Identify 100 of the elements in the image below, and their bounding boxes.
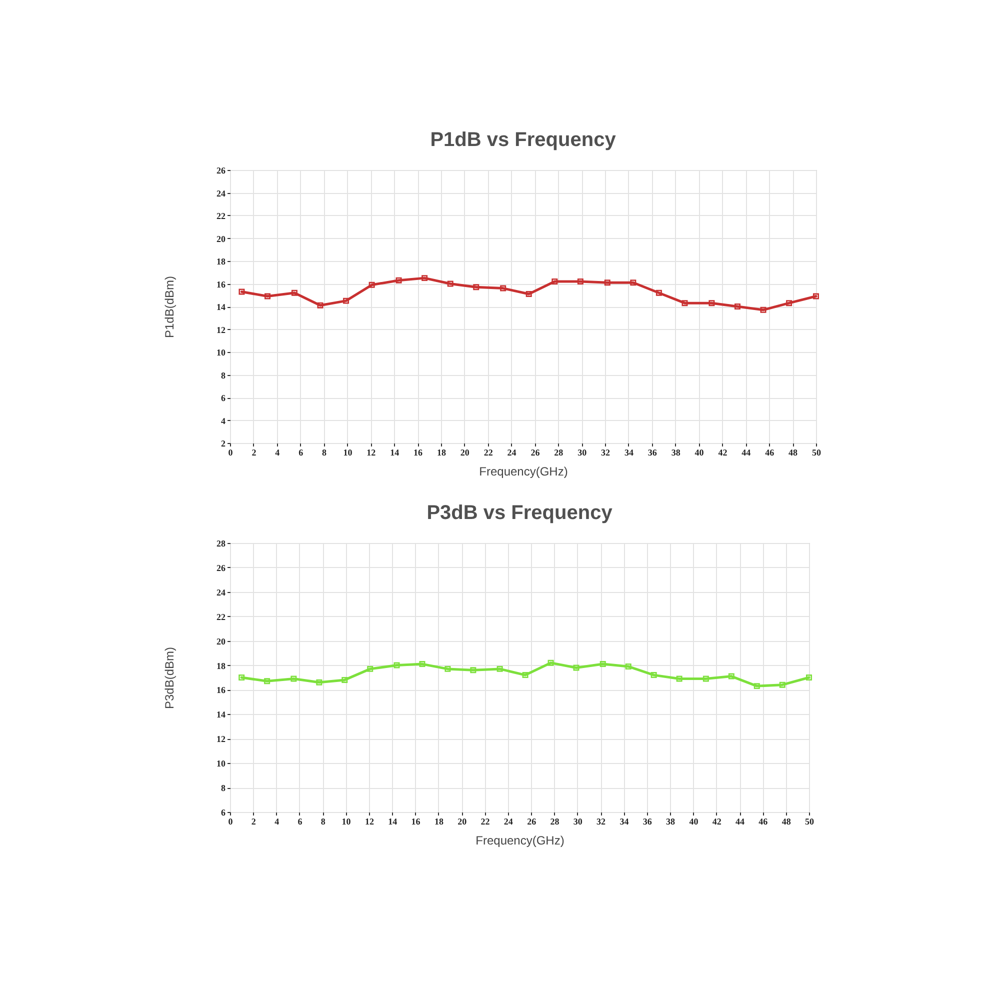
point	[396, 277, 402, 284]
point	[548, 660, 554, 666]
x-tick-label: 36	[642, 816, 652, 826]
x-tick-label: 10	[342, 816, 352, 826]
point	[604, 280, 610, 286]
x-tick-label: 24	[504, 816, 514, 826]
point	[500, 285, 506, 292]
point	[470, 667, 476, 674]
point	[630, 280, 636, 286]
y-tick-label: 6	[221, 808, 226, 818]
point	[760, 306, 766, 313]
x-tick-label: 28	[550, 816, 560, 826]
point	[600, 661, 606, 668]
point	[368, 282, 375, 288]
x-tick-label: 28	[554, 448, 564, 458]
x-tick-label: 14	[390, 448, 400, 458]
x-tick-label: 34	[624, 448, 634, 458]
x-tick-label: 4	[275, 448, 280, 458]
x-tick-label: 12	[366, 448, 376, 458]
x-tick-label: 46	[765, 448, 775, 458]
x-tick-label: 10	[343, 448, 353, 458]
x-tick-label: 40	[689, 816, 699, 826]
y-tick-label: 8	[221, 783, 226, 794]
point	[343, 298, 350, 304]
point	[444, 666, 451, 672]
y-tick-label: 10	[216, 348, 226, 358]
x-tick-label: 18	[436, 448, 446, 458]
y-tick-label: 24	[216, 587, 226, 598]
x-tick-label: 26	[527, 816, 537, 826]
x-tick-label: 38	[671, 448, 681, 458]
x-tick-label: 16	[414, 448, 424, 458]
point	[650, 672, 657, 678]
x-tick-label: 20	[458, 816, 468, 826]
x-tick-label: 48	[788, 448, 798, 458]
y-tick-label: 8	[221, 370, 226, 380]
point	[447, 280, 454, 287]
x-tick-label: 12	[364, 816, 374, 826]
x-tick-label: 36	[648, 448, 658, 458]
x-tick-label: 8	[320, 816, 326, 826]
point	[806, 674, 812, 680]
x-tick-label: 32	[601, 448, 611, 458]
x-tick-label: 42	[718, 448, 728, 458]
point	[264, 293, 270, 300]
point	[422, 275, 428, 282]
y-tick-label: 6	[221, 393, 226, 403]
point	[552, 278, 558, 284]
x-tick-label: 40	[694, 448, 704, 458]
x-tick-label: 38	[666, 816, 676, 826]
x-tick-label: 48	[782, 816, 792, 826]
point	[682, 300, 688, 306]
x-tick-label: 2	[251, 816, 256, 826]
point	[394, 662, 400, 668]
point	[367, 666, 374, 672]
x-tick-label: 0	[228, 816, 234, 826]
x-tick-label: 44	[742, 448, 752, 458]
y-tick-label: 2	[221, 438, 226, 448]
point	[813, 293, 819, 300]
point	[728, 673, 734, 680]
point	[734, 304, 740, 310]
point	[522, 672, 528, 678]
point	[625, 664, 632, 670]
chart-title: P1dB vs Frequency	[430, 129, 617, 151]
x-tick-label: 18	[434, 816, 444, 826]
y-tick-label: 14	[216, 710, 226, 720]
point	[316, 679, 322, 686]
x-axis-title: Frequency(GHz)	[476, 834, 564, 848]
y-tick-label: 20	[216, 636, 226, 646]
x-tick-label: 22	[484, 448, 494, 458]
point	[779, 682, 786, 688]
point	[577, 278, 584, 284]
point	[702, 676, 709, 682]
y-tick-label: 16	[216, 685, 226, 696]
x-tick-label: 50	[812, 448, 822, 458]
y-axis-title: P3dB(dBm)	[162, 646, 176, 710]
x-tick-label: 22	[480, 816, 490, 826]
x-tick-label: 32	[596, 816, 606, 826]
point	[573, 664, 580, 671]
y-tick-label: 12	[216, 324, 226, 335]
point	[473, 284, 480, 290]
x-tick-label: 42	[712, 816, 722, 826]
x-tick-label: 8	[322, 448, 328, 458]
y-tick-label: 10	[216, 758, 226, 769]
y-tick-label: 28	[216, 538, 226, 548]
point	[496, 666, 503, 672]
y-tick-label: 4	[221, 416, 226, 426]
line-series	[238, 275, 819, 313]
point	[238, 674, 245, 680]
y-tick-label: 14	[216, 302, 226, 312]
point	[656, 290, 662, 296]
point	[786, 300, 792, 306]
x-tick-label: 26	[530, 448, 540, 458]
x-tick-label: 0	[228, 448, 234, 458]
point	[754, 683, 760, 690]
point	[291, 290, 298, 296]
x-tick-label: 14	[388, 816, 398, 826]
y-tick-label: 22	[216, 612, 226, 622]
x-tick-label: 6	[298, 448, 304, 458]
y-axis-title: P1dB(dBm)	[162, 276, 176, 338]
x-tick-label: 6	[298, 816, 303, 826]
y-tick-label: 22	[216, 211, 226, 221]
